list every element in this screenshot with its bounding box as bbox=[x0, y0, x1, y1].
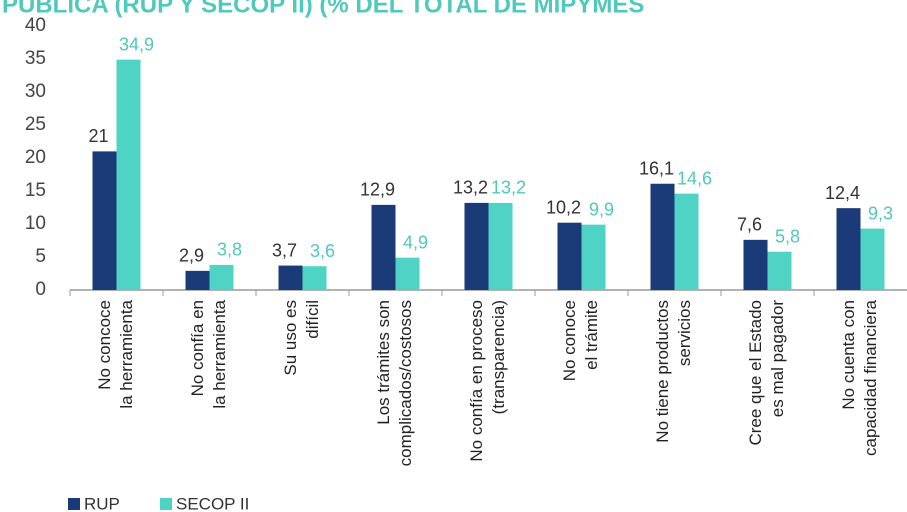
value-label: 16,1 bbox=[639, 158, 674, 178]
bar bbox=[650, 183, 675, 290]
y-tick-label: 0 bbox=[35, 279, 46, 300]
legend-label: RUP bbox=[84, 494, 120, 512]
bar bbox=[557, 222, 582, 290]
value-label: 21 bbox=[88, 126, 108, 146]
value-label: 13,2 bbox=[453, 178, 488, 198]
value-label: 9,3 bbox=[868, 203, 893, 223]
legend-swatch bbox=[160, 498, 172, 510]
bar bbox=[371, 204, 396, 290]
bar bbox=[92, 151, 117, 290]
y-tick-label: 25 bbox=[25, 114, 46, 135]
bar bbox=[743, 239, 768, 290]
y-tick-label: 10 bbox=[25, 213, 46, 234]
bar bbox=[116, 59, 141, 290]
x-tick-label: difícil bbox=[303, 300, 322, 339]
x-tick-label: (transparencia) bbox=[489, 300, 508, 414]
bar bbox=[278, 265, 303, 290]
bar bbox=[488, 202, 513, 290]
bar bbox=[185, 270, 210, 290]
x-tick-label: complicados/costosos bbox=[396, 300, 415, 466]
value-label: 3,7 bbox=[272, 240, 297, 260]
value-label: 2,9 bbox=[179, 246, 204, 266]
x-tick-label: servicios bbox=[675, 300, 694, 366]
x-tick-label: Los trámites son bbox=[374, 300, 393, 425]
x-tick-label: el trámite bbox=[582, 300, 601, 370]
x-tick-label: la herramienta bbox=[117, 299, 136, 408]
value-label: 12,4 bbox=[825, 183, 860, 203]
x-tick-label: No concoce bbox=[95, 300, 114, 390]
value-label: 7,6 bbox=[737, 215, 762, 235]
legend-label: SECOP II bbox=[176, 494, 249, 512]
y-tick-label: 30 bbox=[25, 81, 46, 102]
x-tick-label: No tiene productos bbox=[653, 300, 672, 443]
bar bbox=[860, 228, 885, 290]
value-label: 9,9 bbox=[589, 199, 614, 219]
x-tick-label: No confía en bbox=[188, 300, 207, 396]
bar bbox=[581, 224, 606, 290]
value-label: 12,9 bbox=[360, 180, 395, 200]
bar bbox=[674, 193, 699, 290]
x-tick-label: Su uso es bbox=[281, 300, 300, 376]
value-label: 4,9 bbox=[403, 232, 428, 252]
legend-swatch bbox=[68, 498, 80, 510]
chart-title: PÚBLICA (RUP Y SECOP II) (% DEL TOTAL DE… bbox=[2, 0, 644, 18]
y-tick-label: 20 bbox=[25, 147, 46, 168]
y-tick-label: 35 bbox=[25, 48, 46, 69]
bar bbox=[836, 208, 861, 290]
y-tick-label: 40 bbox=[25, 15, 46, 36]
bar bbox=[395, 257, 420, 290]
x-tick-label: Cree que el Estado bbox=[746, 300, 765, 446]
value-label: 3,6 bbox=[310, 241, 335, 261]
value-label: 14,6 bbox=[677, 168, 712, 188]
y-tick-label: 15 bbox=[25, 180, 46, 201]
value-label: 5,8 bbox=[775, 226, 800, 246]
x-tick-label: capacidad financiera bbox=[861, 299, 880, 455]
bar bbox=[209, 264, 234, 290]
x-tick-label: No cuenta con bbox=[839, 300, 858, 410]
bar bbox=[302, 266, 327, 290]
value-label: 13,2 bbox=[491, 178, 526, 198]
x-tick-label: No confía en proceso bbox=[467, 300, 486, 462]
bar bbox=[767, 251, 792, 290]
x-tick-label: la herramienta bbox=[210, 299, 229, 408]
value-label: 3,8 bbox=[217, 240, 242, 260]
value-label: 10,2 bbox=[546, 197, 581, 217]
bar bbox=[464, 202, 489, 290]
value-label: 34,9 bbox=[119, 34, 154, 54]
y-tick-label: 5 bbox=[35, 246, 46, 267]
x-tick-label: No conoce bbox=[560, 300, 579, 381]
x-tick-label: es mal pagador bbox=[768, 300, 787, 418]
